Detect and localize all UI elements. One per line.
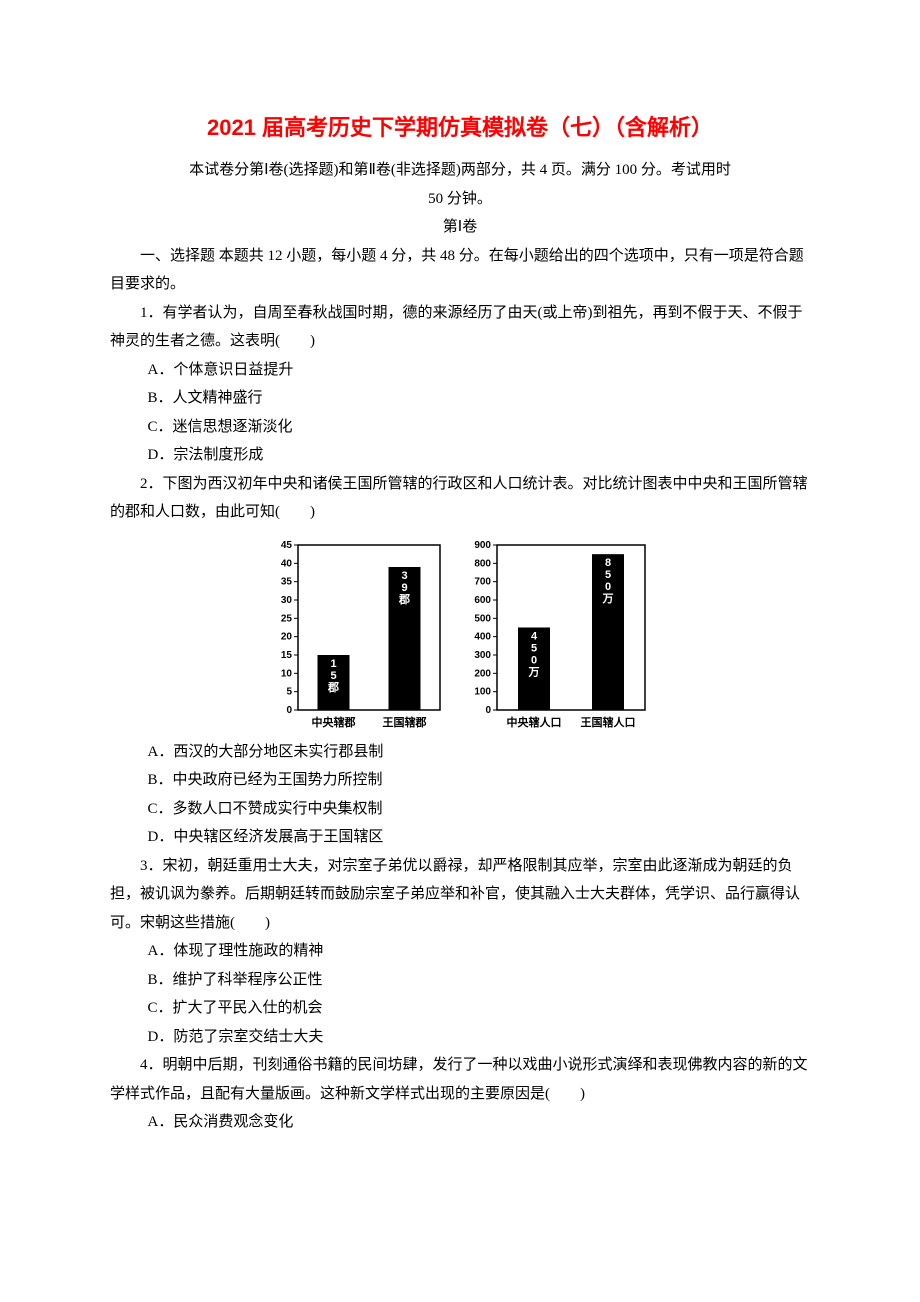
page-container: 2021 届高考历史下学期仿真模拟卷（七）（含解析） 本试卷分第Ⅰ卷(选择题)和… [0, 0, 920, 1302]
svg-text:郡: 郡 [327, 681, 339, 694]
svg-text:中央辖郡: 中央辖郡 [312, 715, 356, 729]
chart-2-svg: 0100200300400500600700800900450万中央辖人口850… [465, 535, 650, 730]
q3-option-b: B．维护了科举程序公正性 [110, 966, 810, 995]
svg-text:900: 900 [474, 540, 491, 551]
svg-text:5: 5 [286, 686, 292, 697]
svg-text:40: 40 [281, 558, 293, 569]
q2-text: 2．下图为西汉初年中央和诸侯王国所管辖的行政区和人口统计表。对比统计图表中中央和… [110, 470, 810, 527]
q4-option-a: A．民众消费观念变化 [110, 1108, 810, 1137]
svg-text:0: 0 [485, 705, 491, 716]
header-line-1: 本试卷分第Ⅰ卷(选择题)和第Ⅱ卷(非选择题)两部分，共 4 页。满分 100 分… [110, 156, 810, 185]
svg-text:5: 5 [330, 670, 336, 682]
svg-text:万: 万 [602, 592, 614, 605]
exam-title: 2021 届高考历史下学期仿真模拟卷（七）（含解析） [110, 110, 810, 142]
q1-option-a: A．个体意识日益提升 [110, 356, 810, 385]
q2-option-d: D．中央辖区经济发展高于王国辖区 [110, 823, 810, 852]
svg-text:王国辖人口: 王国辖人口 [581, 715, 636, 729]
svg-text:200: 200 [474, 668, 491, 679]
svg-text:45: 45 [281, 540, 293, 551]
svg-text:0: 0 [531, 654, 537, 666]
q2-option-a: A．西汉的大部分地区未实行郡县制 [110, 738, 810, 767]
chart-1-jun: 05101520253035404515郡中央辖郡39郡王国辖郡 [270, 535, 445, 730]
svg-text:4: 4 [531, 630, 538, 642]
svg-text:500: 500 [474, 613, 491, 624]
q1-option-d: D．宗法制度形成 [110, 441, 810, 470]
svg-text:王国辖郡: 王国辖郡 [383, 715, 427, 729]
q1-option-b: B．人文精神盛行 [110, 384, 810, 413]
instructions: 一、选择题 本题共 12 小题，每小题 4 分，共 48 分。在每小题给出的四个… [110, 242, 810, 299]
header-line-2: 50 分钟。 [110, 185, 810, 214]
svg-text:20: 20 [281, 631, 293, 642]
svg-text:9: 9 [401, 582, 407, 594]
svg-text:0: 0 [286, 705, 292, 716]
q3-option-a: A．体现了理性施政的精神 [110, 937, 810, 966]
svg-text:郡: 郡 [398, 593, 410, 606]
q2-option-c: C．多数人口不赞成实行中央集权制 [110, 795, 810, 824]
svg-text:中央辖人口: 中央辖人口 [507, 715, 562, 729]
svg-text:1: 1 [330, 658, 336, 670]
chart-1-svg: 05101520253035404515郡中央辖郡39郡王国辖郡 [270, 535, 445, 730]
svg-text:800: 800 [474, 558, 491, 569]
svg-text:5: 5 [605, 569, 611, 581]
svg-text:100: 100 [474, 686, 491, 697]
q1-text: 1．有学者认为，自周至春秋战国时期，德的来源经历了由天(或上帝)到祖先，再到不假… [110, 299, 810, 356]
svg-text:30: 30 [281, 595, 293, 606]
section-1-title: 第Ⅰ卷 [110, 213, 810, 242]
svg-text:0: 0 [605, 581, 611, 593]
q3-text: 3．宋初，朝廷重用士大夫，对宗室子弟优以爵禄，却严格限制其应举，宗室由此逐渐成为… [110, 852, 810, 938]
q3-option-d: D．防范了宗室交结士大夫 [110, 1023, 810, 1052]
svg-text:700: 700 [474, 576, 491, 587]
svg-text:5: 5 [531, 642, 537, 654]
svg-text:8: 8 [605, 557, 611, 569]
svg-text:10: 10 [281, 668, 293, 679]
svg-text:400: 400 [474, 631, 491, 642]
q4-text: 4．明朝中后期，刊刻通俗书籍的民间坊肆，发行了一种以戏曲小说形式演绎和表现佛教内… [110, 1051, 810, 1108]
svg-text:35: 35 [281, 576, 293, 587]
svg-text:3: 3 [401, 570, 407, 582]
chart-2-population: 0100200300400500600700800900450万中央辖人口850… [465, 535, 650, 730]
svg-text:600: 600 [474, 595, 491, 606]
q2-option-b: B．中央政府已经为王国势力所控制 [110, 766, 810, 795]
q1-option-c: C．迷信思想逐渐淡化 [110, 413, 810, 442]
charts-row: 05101520253035404515郡中央辖郡39郡王国辖郡 0100200… [110, 535, 810, 730]
svg-text:25: 25 [281, 613, 293, 624]
svg-text:15: 15 [281, 650, 293, 661]
svg-text:300: 300 [474, 650, 491, 661]
svg-text:万: 万 [528, 665, 540, 678]
q3-option-c: C．扩大了平民入仕的机会 [110, 994, 810, 1023]
